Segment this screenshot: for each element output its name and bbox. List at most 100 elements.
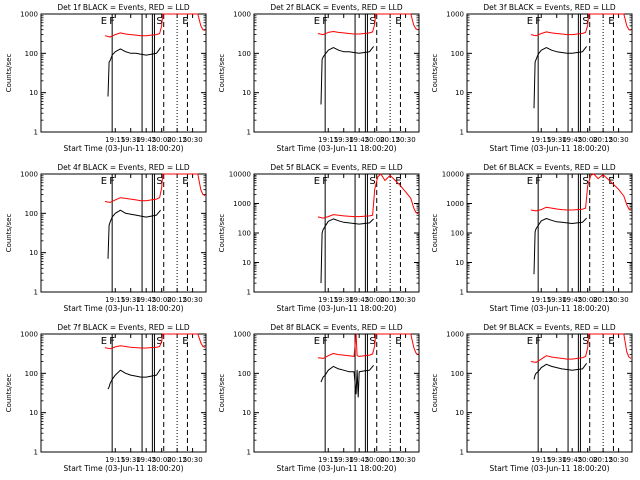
events-series-line <box>320 218 374 284</box>
event-marker-label: S <box>582 176 588 187</box>
y-tick-label: 100 <box>238 230 251 238</box>
event-marker-label: S <box>369 16 375 27</box>
y-tick-label: 10 <box>455 409 464 417</box>
y-tick-label: 10 <box>242 409 251 417</box>
y-tick-label: 1000 <box>233 200 251 208</box>
chart-title: Det 3f BLACK = Events, RED = LLD <box>483 3 616 12</box>
x-axis-label: Start Time (03-Jun-11 18:00:20) <box>490 304 610 313</box>
x-tick-label: 19:30 <box>121 456 141 464</box>
event-marker-label: E <box>527 336 533 347</box>
chart-panel: Det 2f BLACK = Events, RED = LLD Start Ti… <box>218 3 420 153</box>
x-tick-label: 20:00 <box>152 136 172 144</box>
x-tick-label: 20:00 <box>578 456 598 464</box>
x-tick-label: 19:15 <box>318 136 338 144</box>
x-tick-label: 20:00 <box>152 296 172 304</box>
y-tick-label: 100 <box>451 370 464 378</box>
chart-title: Det 9f BLACK = Events, RED = LLD <box>483 323 616 332</box>
x-tick-label: 19:30 <box>334 296 354 304</box>
y-tick-label: 100 <box>238 50 251 58</box>
x-tick-label: 19:45 <box>562 296 582 304</box>
event-marker-label: F <box>109 176 115 187</box>
event-marker-label: E <box>395 16 401 27</box>
lld-series-line <box>317 173 419 219</box>
chart-panel: Det 1f BLACK = Events, RED = LLD Start Ti… <box>5 3 207 153</box>
y-tick-label: 1000 <box>446 200 464 208</box>
x-tick-label: 20:30 <box>609 296 629 304</box>
y-tick-label: 10 <box>455 259 464 267</box>
event-marker-label: E <box>101 336 107 347</box>
y-tick-label: 100 <box>451 230 464 238</box>
plot-frame <box>40 13 207 133</box>
event-marker-label: E <box>314 16 320 27</box>
plot-frame <box>253 333 420 453</box>
x-tick-label: 20:00 <box>365 456 385 464</box>
y-tick-label: 1 <box>460 129 464 137</box>
y-axis-label: Counts/sec <box>218 54 226 93</box>
x-tick-label: 19:30 <box>547 136 567 144</box>
event-marker-label: S <box>156 176 162 187</box>
events-series-line <box>107 368 162 390</box>
y-axis-label: Counts/sec <box>5 214 13 253</box>
x-tick-label: 20:15 <box>593 296 613 304</box>
plot-frame <box>253 173 420 293</box>
x-tick-label: 20:30 <box>183 296 203 304</box>
event-marker-label: S <box>369 176 375 187</box>
lld-series-line <box>104 13 206 38</box>
y-tick-label: 10 <box>455 89 464 97</box>
event-marker-label: S <box>156 336 162 347</box>
plot-frame <box>466 173 633 293</box>
event-marker-label: E <box>608 176 614 187</box>
x-tick-label: 20:15 <box>380 296 400 304</box>
y-tick-label: 10000 <box>229 171 251 179</box>
x-tick-label: 19:30 <box>121 296 141 304</box>
event-marker-label: S <box>369 336 375 347</box>
x-axis-label: Start Time (03-Jun-11 18:00:20) <box>277 304 397 313</box>
y-tick-label: 1 <box>247 129 251 137</box>
x-tick-label: 20:15 <box>167 296 187 304</box>
x-axis-label: Start Time (03-Jun-11 18:00:20) <box>277 144 397 153</box>
y-tick-label: 1 <box>460 289 464 297</box>
event-marker-label: F <box>535 16 541 27</box>
x-tick-label: 20:15 <box>167 456 187 464</box>
x-tick-label: 19:30 <box>334 136 354 144</box>
y-tick-label: 10 <box>29 249 38 257</box>
x-tick-label: 19:15 <box>531 456 551 464</box>
y-tick-label: 100 <box>238 370 251 378</box>
chart-title: Det 2f BLACK = Events, RED = LLD <box>270 3 403 12</box>
chart-panel: Det 7f BLACK = Events, RED = LLD Start Ti… <box>5 323 207 473</box>
x-tick-label: 19:15 <box>531 136 551 144</box>
x-tick-label: 20:00 <box>578 136 598 144</box>
x-tick-label: 20:30 <box>396 296 416 304</box>
y-tick-label: 100 <box>25 50 38 58</box>
plot-frame <box>40 333 207 453</box>
x-tick-label: 20:00 <box>365 136 385 144</box>
chart-title: Det 4f BLACK = Events, RED = LLD <box>57 163 190 172</box>
chart-panel: Det 3f BLACK = Events, RED = LLD Start Ti… <box>431 3 633 153</box>
events-series-line <box>107 209 161 259</box>
event-marker-label: E <box>395 176 401 187</box>
chart-title: Det 1f BLACK = Events, RED = LLD <box>57 3 190 12</box>
chart-title: Det 5f BLACK = Events, RED = LLD <box>270 163 403 172</box>
y-tick-label: 10 <box>242 259 251 267</box>
lld-series-line <box>317 13 419 36</box>
y-axis-label: Counts/sec <box>431 54 439 93</box>
y-tick-label: 100 <box>25 370 38 378</box>
events-series-line <box>320 46 374 105</box>
x-tick-label: 19:15 <box>531 296 551 304</box>
y-axis-label: Counts/sec <box>5 54 13 93</box>
y-tick-label: 1 <box>34 129 38 137</box>
events-series-line <box>320 364 374 398</box>
x-tick-label: 19:15 <box>105 296 125 304</box>
y-tick-label: 1 <box>460 449 464 457</box>
event-marker-label: S <box>582 336 588 347</box>
event-marker-label: E <box>527 16 533 27</box>
x-tick-label: 20:00 <box>365 296 385 304</box>
y-axis-label: Counts/sec <box>431 374 439 413</box>
y-tick-label: 1000 <box>20 11 38 19</box>
y-tick-label: 1 <box>247 289 251 297</box>
x-tick-label: 20:15 <box>593 136 613 144</box>
events-series-line <box>533 363 588 380</box>
event-marker-label: S <box>156 16 162 27</box>
x-tick-label: 20:30 <box>396 136 416 144</box>
chart-panel: Det 6f BLACK = Events, RED = LLD Start Ti… <box>431 163 633 313</box>
